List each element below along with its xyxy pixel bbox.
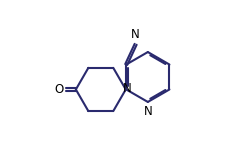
Text: N: N xyxy=(143,105,152,118)
Text: N: N xyxy=(122,82,131,95)
Text: N: N xyxy=(131,28,140,41)
Text: O: O xyxy=(54,83,63,96)
